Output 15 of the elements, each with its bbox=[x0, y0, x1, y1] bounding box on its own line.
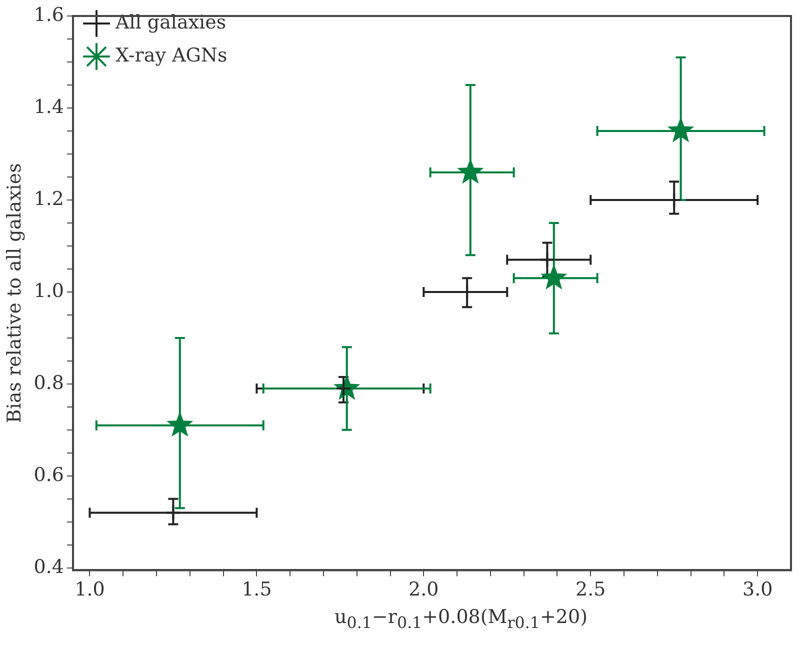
y-tick-label: 1.0 bbox=[34, 280, 64, 302]
x-tick-label: 1.0 bbox=[74, 578, 105, 601]
x-tick-label: 2.0 bbox=[408, 578, 439, 601]
y-tick-label: 0.8 bbox=[34, 372, 64, 394]
legend-label: X-ray AGNs bbox=[116, 44, 228, 66]
y-tick-label: 0.4 bbox=[34, 556, 64, 578]
y-tick-label: 1.4 bbox=[34, 96, 64, 118]
y-axis-title: Bias relative to all galaxies bbox=[3, 163, 26, 424]
y-tick-label: 1.6 bbox=[34, 4, 64, 26]
x-tick-label: 3.0 bbox=[742, 578, 773, 601]
y-tick-label: 1.2 bbox=[34, 188, 64, 210]
y-tick-label: 0.6 bbox=[34, 464, 64, 486]
x-tick-label: 1.5 bbox=[242, 578, 272, 601]
x-axis-title: u$_{0.1}$−r$_{0.1}$+0.08(M$_{r0.1}$+20) bbox=[334, 606, 588, 632]
x-tick-label: 2.5 bbox=[576, 578, 606, 601]
